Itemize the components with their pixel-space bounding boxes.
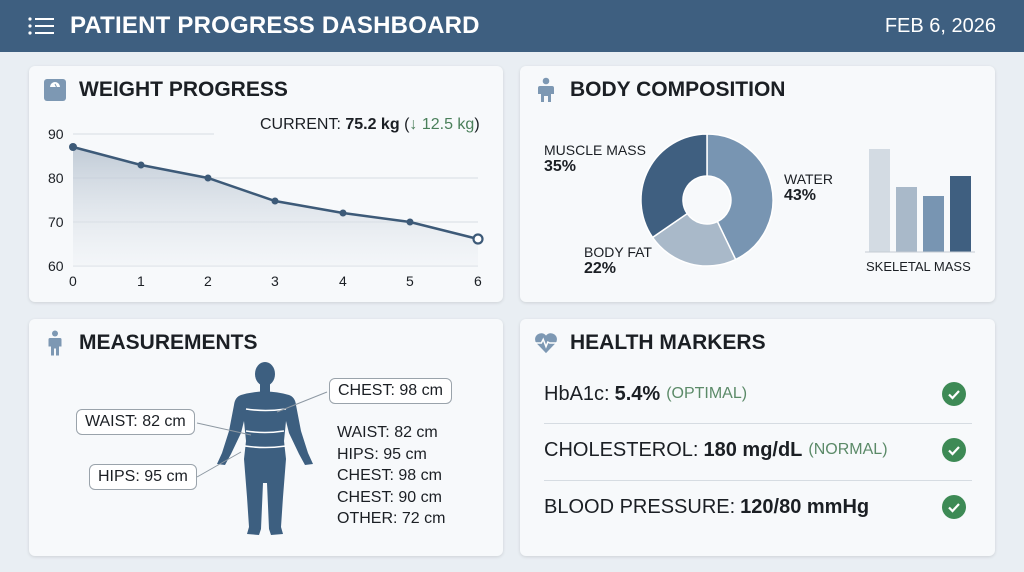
body-composition-card: BODY COMPOSITION MUSCLE MASS 35% BODY FA… [520, 66, 995, 302]
weight-line-chart: 90 80 70 60 0 1 2 3 4 5 6 [48, 126, 484, 289]
svg-text:90: 90 [48, 126, 64, 142]
check-circle-icon [942, 495, 966, 519]
svg-text:3: 3 [271, 273, 279, 289]
health-markers-card: HEALTH MARKERS HbA1c: 5.4% (OPTIMAL) CHO… [520, 319, 995, 556]
weight-progress-card: WEIGHT PROGRESS CURRENT: 75.2 kg (↓ 12.5… [29, 66, 503, 302]
marker-value: 5.4% [614, 382, 661, 405]
person-icon [534, 77, 558, 102]
card-title: HEALTH MARKERS [570, 331, 766, 354]
divider [544, 480, 972, 481]
heart-pulse-icon [534, 331, 558, 355]
svg-text:0: 0 [69, 273, 77, 289]
marker-label: HbA1c: [544, 382, 610, 405]
measurement-item: CHEST: 98 cm [337, 467, 442, 484]
marker-value: 120/80 mmHg [740, 495, 870, 518]
legend-water: WATER 43% [784, 171, 833, 205]
marker-row-cholesterol: CHOLESTEROL: 180 mg/dL (NORMAL) [544, 438, 966, 462]
body-fat-pct: 22% [584, 260, 617, 277]
current-label: CURRENT: [260, 116, 341, 133]
list-menu-icon[interactable] [28, 16, 54, 36]
header-date: FEB 6, 2026 [884, 14, 996, 37]
body-silhouette [217, 362, 313, 535]
skeletal-mass-bar-chart [865, 149, 975, 253]
svg-text:6: 6 [474, 273, 482, 289]
card-title: WEIGHT PROGRESS [79, 78, 288, 101]
measurement-item: WAIST: 82 cm [337, 424, 438, 441]
hips-callout: HIPS: 95 cm [89, 464, 197, 490]
paren-open: ( [404, 116, 410, 133]
svg-text:4: 4 [339, 273, 347, 289]
waist-callout: WAIST: 82 cm [76, 409, 195, 435]
svg-text:1: 1 [137, 273, 145, 289]
marker-value: 180 mg/dL [703, 438, 803, 461]
page-title: PATIENT PROGRESS DASHBOARD [70, 12, 480, 39]
measurement-list: WAIST: 82 cm HIPS: 95 cm CHEST: 98 cm CH… [337, 422, 445, 530]
marker-status: (OPTIMAL) [666, 385, 748, 402]
paren-close: ) [474, 116, 480, 133]
marker-row-hba1c: HbA1c: 5.4% (OPTIMAL) [544, 382, 966, 406]
card-title: MEASUREMENTS [79, 331, 258, 354]
measurement-item: OTHER: 72 cm [337, 510, 446, 527]
chest-callout: CHEST: 98 cm [329, 378, 452, 404]
svg-text:5: 5 [406, 273, 414, 289]
check-circle-icon [942, 382, 966, 406]
legend-body-fat: BODY FAT 22% [584, 244, 652, 278]
divider [544, 423, 972, 424]
svg-text:60: 60 [48, 258, 64, 274]
water-pct: 43% [784, 187, 817, 204]
composition-donut-chart [640, 133, 774, 267]
measurements-card: MEASUREMENTS CHEST: 98 cm WAIST: 82 cm H… [29, 319, 503, 556]
card-title: BODY COMPOSITION [570, 78, 786, 101]
marker-label: CHOLESTEROL: [544, 438, 699, 461]
person-standing-icon [43, 330, 67, 356]
svg-text:70: 70 [48, 214, 64, 230]
water-label: WATER [784, 171, 833, 187]
svg-text:80: 80 [48, 170, 64, 186]
marker-row-blood-pressure: BLOOD PRESSURE: 120/80 mmHg [544, 495, 966, 519]
svg-text:2: 2 [204, 273, 212, 289]
legend-muscle-mass: MUSCLE MASS 35% [544, 142, 646, 176]
callout-lines [196, 391, 328, 478]
current-value: 75.2 kg [345, 116, 400, 133]
skeletal-mass-label: SKELETAL MASS [866, 259, 971, 274]
current-weight-summary: CURRENT: 75.2 kg (↓ 12.5 kg) [260, 116, 480, 134]
scale-icon [43, 78, 67, 102]
top-bar: PATIENT PROGRESS DASHBOARD FEB 6, 2026 [0, 0, 1024, 52]
marker-label: BLOOD PRESSURE: [544, 495, 736, 518]
body-fat-label: BODY FAT [584, 244, 652, 260]
measurement-item: HIPS: 95 cm [337, 445, 427, 463]
check-circle-icon [942, 438, 966, 462]
weight-change: ↓ 12.5 kg [409, 116, 475, 133]
muscle-mass-pct: 35% [544, 158, 577, 175]
marker-status: (NORMAL) [808, 441, 888, 458]
muscle-mass-label: MUSCLE MASS [544, 142, 646, 158]
measurement-item: CHEST: 90 cm [337, 488, 442, 506]
